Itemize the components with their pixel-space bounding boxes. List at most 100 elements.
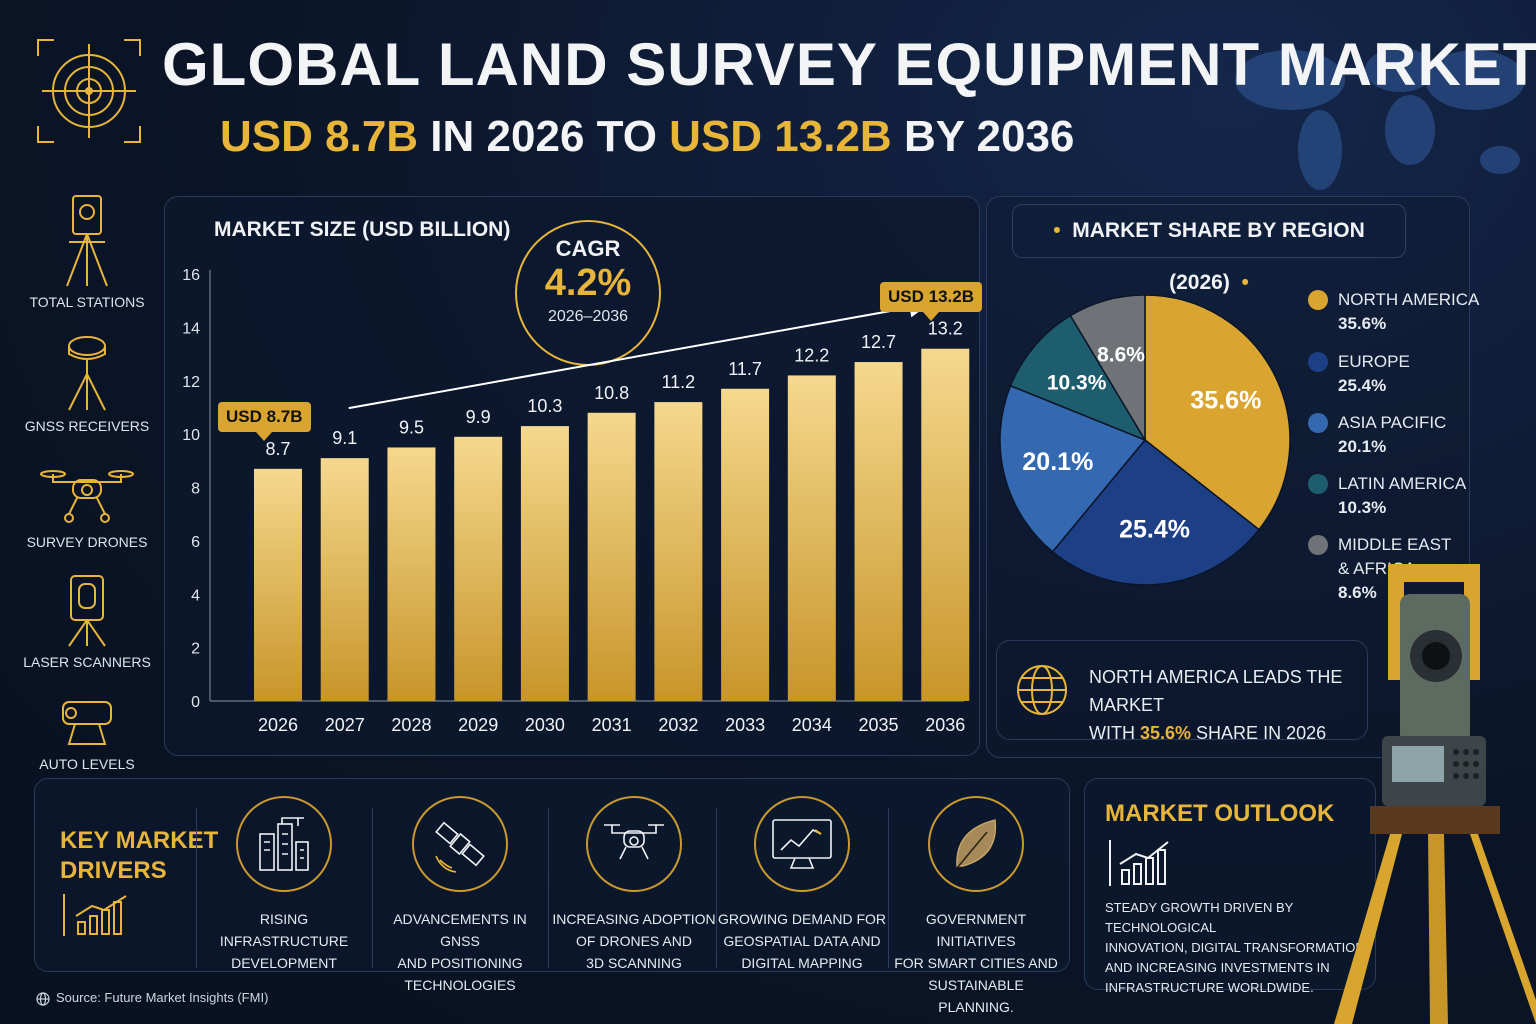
bar-value-label: 9.1 bbox=[332, 428, 357, 448]
legend-value: 10.3% bbox=[1338, 498, 1387, 517]
monitor-chart-icon bbox=[772, 819, 832, 869]
legend-swatch bbox=[1308, 413, 1328, 433]
y-tick-label: 10 bbox=[182, 427, 200, 444]
pie-slice-label: 10.3% bbox=[1047, 372, 1107, 395]
bar bbox=[454, 436, 503, 701]
outlook-line: STEADY GROWTH DRIVEN BY TECHNOLOGICAL bbox=[1105, 900, 1294, 935]
key-drivers-title-line1: KEY MARKET bbox=[60, 827, 219, 854]
pie-slice-label: 35.6% bbox=[1190, 387, 1261, 415]
leader-line1: NORTH AMERICA LEADS THE MARKET bbox=[1089, 667, 1343, 715]
driver-label-line: FOR SMART CITIES AND bbox=[894, 955, 1058, 971]
sidebar-item-label: SURVEY DRONES bbox=[26, 534, 148, 550]
sidebar-item-label: LASER SCANNERS bbox=[23, 654, 151, 670]
key-drivers-title: KEY MARKET DRIVERS bbox=[60, 826, 218, 886]
laser-scanner-icon bbox=[68, 575, 106, 647]
bar-chart-title: MARKET SIZE (USD BILLION) bbox=[214, 218, 511, 241]
bar bbox=[921, 348, 970, 701]
subtitle-end-value: USD 13.2B bbox=[669, 112, 892, 161]
bar bbox=[854, 362, 903, 701]
driver-item-drones: INCREASING ADOPTION OF DRONES AND 3D SCANN… bbox=[550, 796, 718, 974]
source-text: Source: Future Market Insights (FMI) bbox=[56, 990, 269, 1005]
bar bbox=[387, 447, 436, 701]
pie-slice-label: 8.6% bbox=[1097, 343, 1145, 366]
driver-label-line: GEOSPATIAL DATA AND bbox=[723, 933, 881, 949]
pie-slice bbox=[999, 384, 1147, 553]
y-tick-label: 4 bbox=[191, 587, 200, 604]
bar bbox=[254, 468, 302, 701]
x-tick-label: 2033 bbox=[725, 715, 765, 735]
buildings-icon bbox=[259, 817, 309, 871]
page-subtitle: USD 8.7B IN 2026 TO USD 13.2B BY 2036 bbox=[220, 112, 1074, 162]
y-tick-label: 8 bbox=[191, 481, 200, 498]
leader-line2-post: SHARE IN 2026 bbox=[1191, 723, 1327, 743]
legend-value: 20.1% bbox=[1338, 437, 1387, 456]
driver-label-line: TECHNOLOGIES bbox=[404, 977, 516, 993]
leader-callout-box: NORTH AMERICA LEADS THE MARKET WITH 35.6… bbox=[996, 640, 1368, 743]
legend-label: MIDDLE EAST bbox=[1338, 535, 1452, 554]
key-drivers-panel bbox=[34, 778, 1070, 972]
leader-line2-highlight: 35.6% bbox=[1140, 723, 1192, 743]
divider bbox=[196, 808, 197, 968]
y-tick-label: 12 bbox=[182, 374, 200, 391]
x-tick-label: 2034 bbox=[792, 715, 832, 735]
drone-icon bbox=[40, 470, 134, 523]
y-tick-label: 6 bbox=[191, 534, 200, 551]
legend-swatch bbox=[1308, 290, 1328, 310]
bar-value-label: 12.2 bbox=[794, 345, 829, 365]
cagr-label: CAGR bbox=[555, 236, 621, 261]
legend-entry: ASIA PACIFIC 20.1% bbox=[1308, 411, 1446, 459]
page-title: GLOBAL LAND SURVEY EQUIPMENT MARKET bbox=[162, 31, 1536, 98]
x-tick-label: 2028 bbox=[391, 715, 431, 735]
bar bbox=[320, 458, 369, 701]
subtitle-start-value: USD 8.7B bbox=[220, 112, 419, 161]
x-tick-label: 2029 bbox=[458, 715, 498, 735]
outlook-line: INFRASTRUCTURE WORLDWIDE. bbox=[1105, 980, 1314, 995]
sidebar-item-survey-drones: SURVEY DRONES bbox=[20, 466, 154, 550]
market-outlook-panel bbox=[1084, 778, 1376, 990]
pie-slice-label: 25.4% bbox=[1119, 515, 1190, 543]
legend-entry: LATIN AMERICA 10.3% bbox=[1308, 472, 1466, 520]
legend-entry: MIDDLE EAST & AFRICA 8.6% bbox=[1308, 533, 1451, 605]
sidebar-item-label: TOTAL STATIONS bbox=[29, 294, 145, 310]
driver-label-line: GROWING DEMAND FOR bbox=[718, 911, 886, 927]
satellite-icon bbox=[435, 821, 485, 873]
world-map-icon bbox=[1235, 48, 1525, 190]
pie-chart-title: • MARKET SHARE BY REGION (2026) • bbox=[1012, 204, 1406, 294]
x-tick-label: 2035 bbox=[859, 715, 899, 735]
driver-label-line: GOVERNMENT INITIATIVES bbox=[925, 911, 1027, 949]
subtitle-mid: IN 2026 TO bbox=[418, 112, 670, 161]
legend-label: LATIN AMERICA bbox=[1338, 474, 1467, 493]
bar bbox=[587, 412, 636, 701]
pie-slice bbox=[1051, 438, 1261, 586]
bar bbox=[721, 388, 770, 701]
legend-swatch bbox=[1308, 535, 1328, 555]
legend-entry: EUROPE 25.4% bbox=[1308, 350, 1410, 398]
market-outlook-text: STEADY GROWTH DRIVEN BY TECHNOLOGICAL IN… bbox=[1105, 898, 1375, 998]
driver-label-line: SUSTAINABLE PLANNING. bbox=[928, 977, 1024, 1015]
bar-value-label: 13.2 bbox=[928, 319, 963, 339]
sidebar-item-laser-scanners: LASER SCANNERS bbox=[20, 574, 154, 670]
start-value-callout: USD 8.7B bbox=[218, 402, 311, 441]
legend-value: 8.6% bbox=[1338, 583, 1377, 602]
y-tick-label: 14 bbox=[182, 320, 200, 337]
pie-slice-label: 20.1% bbox=[1022, 448, 1093, 476]
sidebar-item-auto-levels: AUTO LEVELS bbox=[20, 694, 154, 772]
cagr-period: 2026–2036 bbox=[547, 308, 629, 325]
pie-slice bbox=[1069, 294, 1146, 443]
pie-slice bbox=[1009, 314, 1147, 442]
bar bbox=[520, 426, 569, 701]
auto-level-icon bbox=[62, 701, 112, 745]
driver-item-gnss: ADVANCEMENTS IN GNSS AND POSITIONING TECHN… bbox=[376, 796, 544, 996]
bar-value-label: 12.7 bbox=[861, 332, 896, 352]
divider bbox=[716, 808, 717, 968]
driver-label-line: AND POSITIONING bbox=[397, 955, 523, 971]
source-note: Source: Future Market Insights (FMI) bbox=[36, 990, 268, 1006]
bar-value-label: 11.2 bbox=[662, 372, 696, 392]
legend-entry: NORTH AMERICA 35.6% bbox=[1308, 288, 1479, 336]
bar-value-label: 10.3 bbox=[527, 396, 562, 416]
outlook-line: INNOVATION, DIGITAL TRANSFORMATION, bbox=[1105, 940, 1369, 955]
driver-label-line: DIGITAL MAPPING bbox=[741, 955, 863, 971]
target-logo-icon bbox=[37, 39, 141, 143]
driver-label-line: ADVANCEMENTS IN GNSS bbox=[393, 911, 527, 949]
pie-title-text: MARKET SHARE BY REGION (2026) bbox=[1072, 219, 1365, 294]
